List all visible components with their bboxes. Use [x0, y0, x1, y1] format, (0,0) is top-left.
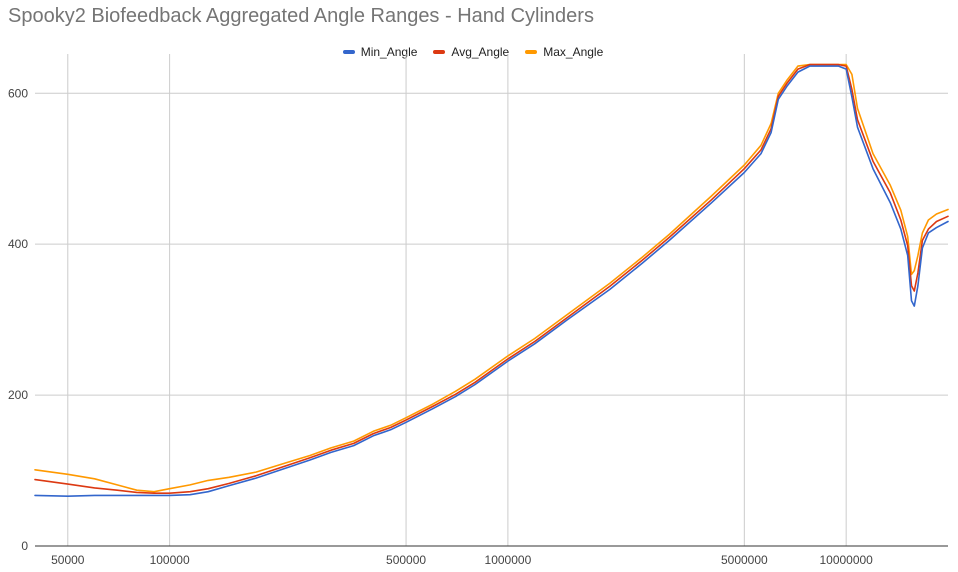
- x-tick-label-2: 500000: [386, 553, 426, 567]
- x-tick-label-0: 50000: [51, 553, 85, 567]
- legend-label-max: Max_Angle: [543, 45, 604, 59]
- y-tick-label-3: 600: [8, 86, 28, 100]
- x-tick-label-4: 5000000: [721, 553, 768, 567]
- legend-swatch-avg: [433, 50, 446, 54]
- y-tick-label-1: 200: [8, 388, 28, 402]
- legend-item-max[interactable]: Max_Angle: [525, 45, 603, 59]
- legend-label-avg: Avg_Angle: [451, 45, 510, 59]
- series-line-avg-angle: [34, 63, 949, 494]
- y-tick-label-0: 0: [21, 539, 28, 553]
- y-tick-label-2: 400: [8, 237, 28, 251]
- chart-title: Spooky2 Biofeedback Aggregated Angle Ran…: [8, 5, 594, 27]
- legend-swatch-min: [342, 50, 355, 54]
- legend-label-min: Min_Angle: [360, 45, 418, 59]
- series-line-min-angle: [34, 65, 949, 497]
- x-tick-label-3: 1000000: [485, 553, 532, 567]
- x-tick-label-1: 100000: [150, 553, 190, 567]
- legend-swatch-max: [525, 50, 538, 54]
- legend: Min_Angle Avg_Angle Max_Angle: [0, 45, 952, 59]
- x-tick-label-5: 10000000: [819, 553, 873, 567]
- legend-item-avg[interactable]: Avg_Angle: [433, 45, 509, 59]
- series-line-max-angle: [34, 63, 949, 493]
- legend-item-min[interactable]: Min_Angle: [342, 45, 418, 59]
